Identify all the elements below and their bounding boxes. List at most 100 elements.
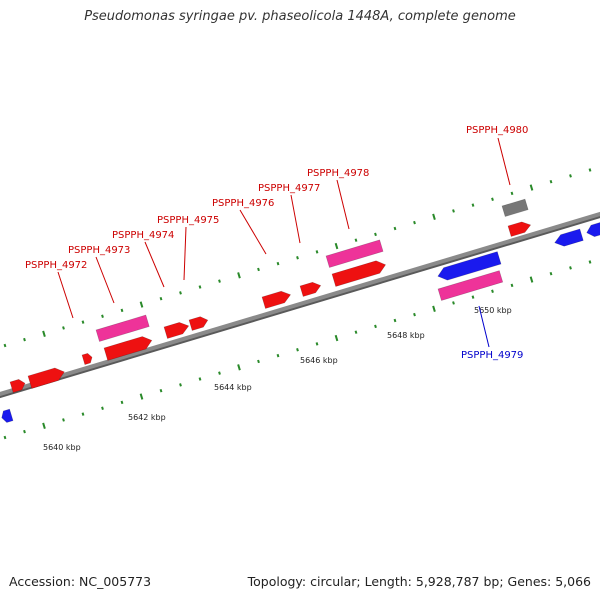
cds-forward-arrow-shape — [81, 352, 93, 365]
lower-tick-mark — [393, 318, 397, 323]
cds-reverse-arrow[interactable] — [585, 221, 600, 239]
upper-tick-mark — [23, 337, 26, 342]
cds-forward-arrow[interactable] — [163, 320, 190, 339]
other-feature-box[interactable] — [501, 198, 529, 217]
upper-tick-mark — [42, 330, 46, 337]
lower-tick-mark — [315, 342, 319, 346]
gene-forward-box-shape — [325, 239, 384, 268]
lower-tick-mark — [23, 429, 26, 434]
upper-tick-mark — [198, 285, 202, 289]
cds-forward-arrow-shape — [188, 316, 209, 331]
upper-tick-mark — [3, 343, 7, 348]
upper-tick-mark — [101, 314, 104, 318]
upper-tick-mark — [237, 272, 241, 279]
cds-forward-arrow[interactable] — [27, 366, 66, 389]
cds-forward-arrow[interactable] — [188, 315, 209, 331]
gene-label-leader — [95, 256, 115, 304]
lower-tick-mark — [374, 324, 377, 329]
lower-tick-mark — [62, 418, 65, 422]
kbp-label: 5644 kbp — [214, 383, 252, 392]
lower-tick-mark — [218, 371, 221, 375]
lower-tick-mark — [569, 266, 572, 270]
upper-tick-mark — [549, 179, 553, 184]
gene-label-leader — [183, 226, 187, 281]
lower-tick-mark — [257, 359, 260, 364]
gene-label-leader — [239, 209, 267, 255]
feature-layer — [0, 198, 600, 423]
gene-label[interactable]: PSPPH_4979 — [461, 350, 523, 361]
gene-label-leader — [478, 305, 490, 348]
gene-label-leader — [497, 137, 511, 186]
cds-forward-arrow[interactable] — [507, 220, 532, 237]
gene-reverse-box[interactable] — [437, 270, 504, 301]
lower-tick-mark — [101, 406, 104, 410]
lower-tick-mark — [198, 377, 202, 381]
cds-forward-arrow[interactable] — [331, 258, 387, 287]
accession-text: Accession: NC_005773 — [9, 574, 152, 589]
gene-label[interactable]: PSPPH_4977 — [258, 183, 320, 194]
kbp-label: 5650 kbp — [474, 306, 512, 315]
cds-forward-arrow[interactable] — [9, 378, 27, 393]
gene-label[interactable]: PSPPH_4972 — [25, 260, 87, 271]
upper-tick-mark — [393, 226, 397, 231]
lower-tick-mark — [3, 435, 7, 440]
gene-forward-box-shape — [95, 314, 150, 342]
upper-tick-mark — [413, 220, 416, 225]
upper-tick-mark — [120, 308, 124, 313]
cds-forward-arrow[interactable] — [81, 352, 93, 365]
lower-tick-mark — [296, 348, 299, 352]
gene-label-leader — [336, 179, 350, 230]
gene-label[interactable]: PSPPH_4973 — [68, 245, 130, 256]
cds-forward-arrow[interactable] — [261, 289, 292, 309]
lower-tick-mark — [139, 393, 144, 400]
lower-tick-mark — [237, 364, 241, 371]
upper-tick-mark — [354, 238, 358, 242]
cds-reverse-arrow-shape — [554, 228, 584, 247]
lower-tick-mark — [354, 330, 358, 334]
kbp-label: 5646 kbp — [300, 356, 338, 365]
gene-forward-box[interactable] — [325, 239, 384, 268]
lower-tick-mark — [588, 260, 592, 264]
cds-reverse-arrow[interactable] — [436, 251, 502, 283]
upper-tick-mark — [529, 184, 534, 191]
tick-layer — [3, 168, 592, 440]
upper-tick-mark — [432, 213, 436, 220]
kbp-label: 5640 kbp — [43, 443, 81, 452]
upper-tick-mark — [218, 279, 221, 283]
cds-reverse-arrow[interactable] — [0, 408, 14, 423]
lower-tick-mark — [491, 289, 494, 293]
upper-tick-mark — [588, 168, 592, 172]
gene-label[interactable]: PSPPH_4974 — [112, 230, 174, 241]
upper-tick-mark — [315, 250, 319, 254]
upper-tick-mark — [510, 191, 514, 196]
gene-label[interactable]: PSPPH_4980 — [466, 125, 528, 136]
cds-forward-arrow-shape — [507, 221, 532, 237]
gene-label[interactable]: PSPPH_4975 — [157, 215, 219, 226]
lower-tick-mark — [179, 383, 182, 387]
upper-tick-mark — [179, 291, 182, 295]
cds-forward-arrow[interactable] — [103, 334, 154, 361]
lower-tick-mark — [81, 412, 85, 416]
lower-tick-mark — [471, 295, 475, 299]
cds-forward-arrow-shape — [163, 322, 190, 339]
upper-tick-mark — [569, 174, 572, 178]
cds-reverse-arrow[interactable] — [553, 228, 584, 249]
gene-forward-box[interactable] — [95, 314, 150, 342]
lower-tick-mark — [529, 276, 534, 283]
gene-label[interactable]: PSPPH_4978 — [307, 168, 369, 179]
cds-forward-arrow[interactable] — [299, 280, 322, 297]
upper-tick-mark — [139, 301, 144, 308]
lower-tick-mark — [510, 283, 514, 288]
lower-tick-mark — [452, 301, 455, 305]
gene-label-leader — [57, 271, 74, 319]
upper-tick-mark — [471, 203, 475, 207]
gene-label[interactable]: PSPPH_4976 — [212, 198, 274, 209]
lower-tick-mark — [42, 422, 46, 429]
upper-tick-mark — [62, 326, 65, 330]
map-title: Pseudomonas syringae pv. phaseolicola 14… — [84, 9, 516, 24]
kbp-label: 5642 kbp — [128, 413, 166, 422]
kbp-label: 5648 kbp — [387, 331, 425, 340]
lower-tick-mark — [432, 305, 436, 312]
gene-label-leader — [144, 241, 165, 288]
